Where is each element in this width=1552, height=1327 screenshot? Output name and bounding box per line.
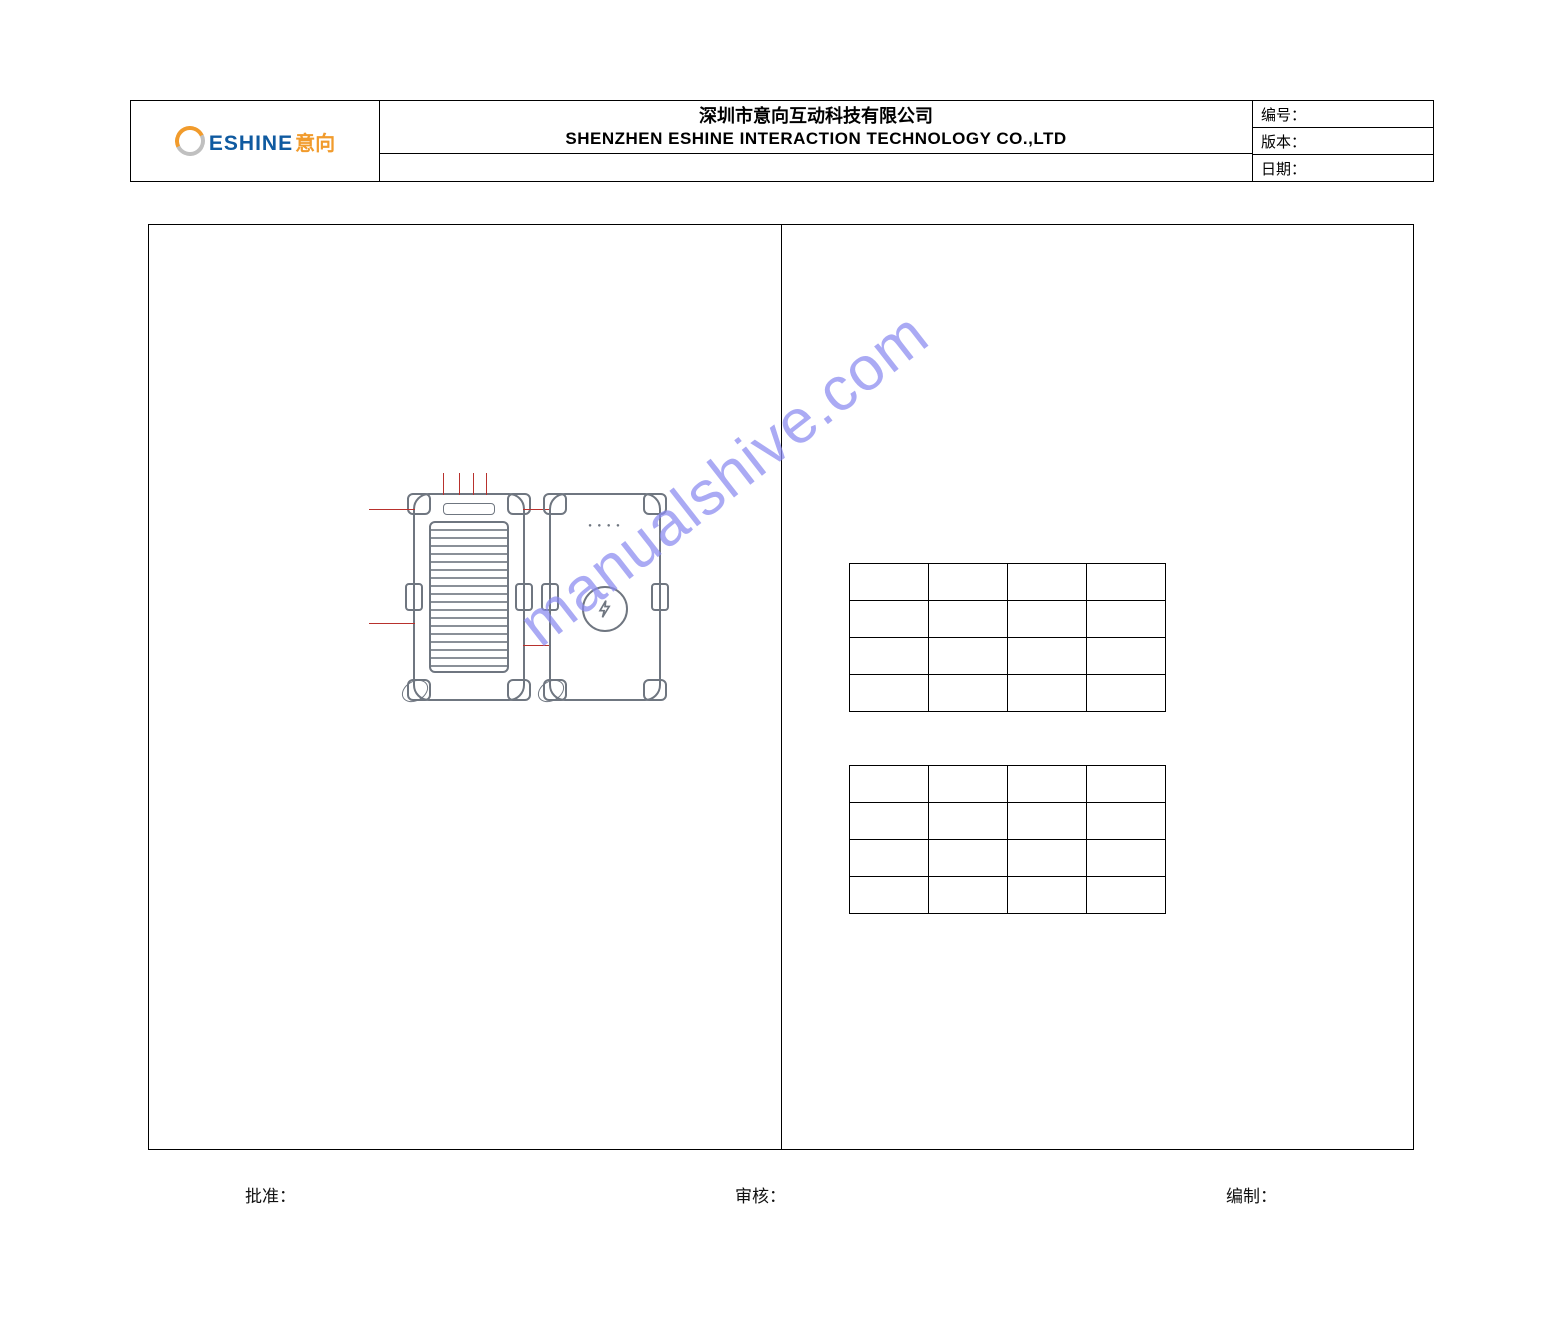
leader-line-icon	[473, 473, 474, 495]
doc-date-label: 日期：	[1253, 155, 1433, 181]
solar-panel-icon	[429, 521, 509, 673]
corner-lug-icon	[643, 493, 667, 515]
company-name-cn: 深圳市意向互动科技有限公司	[699, 105, 933, 128]
page: ESHINE 意向 深圳市意向互动科技有限公司 SHENZHEN ESHINE …	[0, 0, 1552, 1327]
side-lug-icon	[541, 583, 559, 611]
leader-line-icon	[369, 623, 415, 624]
corner-lug-icon	[543, 493, 567, 515]
title-right: 编号： 版本： 日期：	[1252, 101, 1433, 181]
title-sub-empty	[380, 154, 1252, 181]
preparer-label: 编制：	[1226, 1182, 1277, 1207]
spec-table-2	[849, 765, 1166, 914]
company-name-en: SHENZHEN ESHINE INTERACTION TECHNOLOGY C…	[565, 128, 1066, 149]
corner-lug-icon	[507, 493, 531, 515]
device-front-view	[413, 493, 525, 701]
top-indicator-bar-icon	[443, 503, 495, 515]
device-back-view: ● ● ● ●	[549, 493, 661, 701]
side-lug-icon	[515, 583, 533, 611]
title-center: 深圳市意向互动科技有限公司 SHENZHEN ESHINE INTERACTIO…	[380, 101, 1252, 181]
leader-line-icon	[459, 473, 460, 495]
lanyard-icon	[533, 675, 567, 709]
sheet-divider	[781, 225, 782, 1149]
company-logo: ESHINE 意向	[131, 101, 380, 181]
spec-table-1	[849, 563, 1166, 712]
leader-line-icon	[486, 473, 487, 495]
corner-lug-icon	[407, 493, 431, 515]
drawing-sheet: ● ● ● ●	[148, 224, 1414, 1150]
approve-label: 批准：	[245, 1182, 296, 1207]
leader-line-icon	[369, 509, 415, 510]
doc-version-label: 版本：	[1253, 128, 1433, 155]
logo-brand-cn: 意向	[295, 127, 335, 156]
leader-line-icon	[443, 473, 444, 495]
side-lug-icon	[651, 583, 669, 611]
led-row-icon: ● ● ● ●	[588, 523, 622, 529]
corner-lug-icon	[643, 679, 667, 701]
doc-number-label: 编号：	[1253, 101, 1433, 128]
logo-swirl-icon	[175, 126, 205, 156]
logo-brand-text: ESHINE	[209, 132, 293, 156]
review-label: 审核：	[735, 1182, 786, 1207]
wireless-charge-icon	[582, 586, 628, 632]
title-box: 深圳市意向互动科技有限公司 SHENZHEN ESHINE INTERACTIO…	[380, 101, 1252, 154]
lanyard-icon	[397, 675, 431, 709]
side-lug-icon	[405, 583, 423, 611]
title-block: ESHINE 意向 深圳市意向互动科技有限公司 SHENZHEN ESHINE …	[130, 100, 1434, 182]
corner-lug-icon	[507, 679, 531, 701]
